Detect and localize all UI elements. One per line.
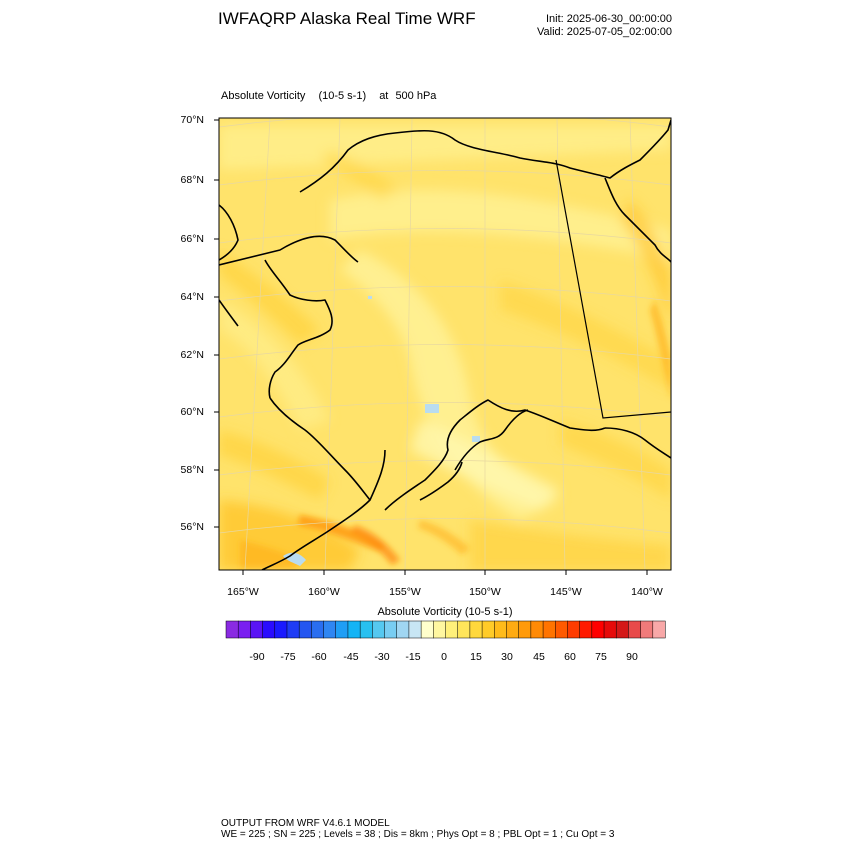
lat-label-62: 62°N [180, 349, 204, 361]
colorbar-label: -60 [311, 651, 327, 663]
colorbar-swatch [274, 620, 288, 639]
colorbar [225, 620, 666, 639]
colorbar-swatch [298, 620, 312, 639]
colorbar-swatch [372, 620, 386, 639]
colorbar-label: 0 [441, 651, 447, 663]
colorbar-swatch [579, 620, 593, 639]
colorbar-swatch [628, 620, 642, 639]
colorbar-swatch [542, 620, 556, 639]
colorbar-swatch [615, 620, 629, 639]
colorbar-swatch [225, 620, 239, 639]
colorbar-label: 90 [626, 651, 638, 663]
colorbar-label: 45 [533, 651, 545, 663]
colorbar-label: -75 [280, 651, 296, 663]
field-subtitle: Absolute Vorticity (10-5 s-1) at 500 hPa [221, 90, 436, 102]
canada-border [555, 159, 671, 419]
colorbar-swatch [237, 620, 251, 639]
colorbar-swatch [420, 620, 434, 639]
colorbar-swatch [286, 620, 300, 639]
lat-label-56: 56°N [180, 521, 204, 533]
colorbar-label: 30 [501, 651, 513, 663]
colorbar-swatch [445, 620, 459, 639]
colorbar-swatch [262, 620, 276, 639]
run-times: Init: 2025-06-30_00:00:00 Valid: 2025-07… [520, 13, 672, 39]
field-name: Absolute Vorticity [221, 90, 306, 102]
colorbar-swatch [481, 620, 495, 639]
colorbar-swatch [469, 620, 483, 639]
colorbar-swatch [384, 620, 398, 639]
colorbar-swatch [311, 620, 325, 639]
lon-label-160: 160°W [308, 586, 340, 598]
colorbar-swatch [640, 620, 654, 639]
colorbar-swatch [591, 620, 605, 639]
colorbar-label: 15 [470, 651, 482, 663]
lat-label-68: 68°N [180, 174, 204, 186]
init-time: Init: 2025-06-30_00:00:00 [546, 13, 672, 25]
colorbar-swatch [567, 620, 581, 639]
colorbar-swatch [603, 620, 617, 639]
colorbar-swatch [250, 620, 264, 639]
colorbar-swatch [652, 620, 666, 639]
vorticity-field [219, 118, 671, 570]
lon-label-155: 155°W [389, 586, 421, 598]
plot-title: IWFAQRP Alaska Real Time WRF [218, 9, 476, 28]
lon-label-165: 165°W [227, 586, 259, 598]
lat-label-70: 70°N [180, 114, 204, 126]
colorbar-swatch [433, 620, 447, 639]
footer-line-1: OUTPUT FROM WRF V4.6.1 MODEL [221, 818, 390, 829]
lat-label-64: 64°N [180, 291, 204, 303]
model-footer: OUTPUT FROM WRF V4.6.1 MODEL WE = 225 ; … [221, 818, 614, 840]
colorbar-swatch [518, 620, 532, 639]
level-prefix: at [379, 90, 389, 102]
axis-ticks [214, 119, 648, 575]
coastline [219, 119, 671, 570]
colorbar-label: -45 [343, 651, 359, 663]
lat-label-66: 66°N [180, 233, 204, 245]
colorbar-swatch [359, 620, 373, 639]
colorbar-swatch [506, 620, 520, 639]
field-units: (10-5 s-1) [318, 90, 367, 102]
map-frame [218, 117, 672, 571]
lon-label-145: 145°W [550, 586, 582, 598]
level-value: 500 hPa [395, 90, 437, 102]
colorbar-swatch [323, 620, 337, 639]
colorbar-label: -30 [374, 651, 390, 663]
lon-label-140: 140°W [631, 586, 663, 598]
colorbar-swatch [530, 620, 544, 639]
lon-label-150: 150°W [469, 586, 501, 598]
colorbar-label: -15 [405, 651, 421, 663]
lat-label-60: 60°N [180, 406, 204, 418]
valid-time: Valid: 2025-07-05_02:00:00 [537, 26, 672, 38]
lat-label-58: 58°N [180, 464, 204, 476]
colorbar-swatch [396, 620, 410, 639]
graticule [219, 118, 671, 570]
colorbar-label: -90 [249, 651, 265, 663]
colorbar-swatch [555, 620, 568, 639]
colorbar-label: 75 [595, 651, 607, 663]
footer-line-2: WE = 225 ; SN = 225 ; Levels = 38 ; Dis … [221, 829, 615, 840]
colorbar-swatch [347, 620, 361, 639]
colorbar-title: Absolute Vorticity (10-5 s-1) [377, 606, 513, 618]
colorbar-swatch [335, 620, 349, 639]
colorbar-swatch [457, 620, 471, 639]
colorbar-swatch [408, 620, 422, 639]
colorbar-label: 60 [564, 651, 576, 663]
colorbar-swatch [494, 620, 508, 639]
